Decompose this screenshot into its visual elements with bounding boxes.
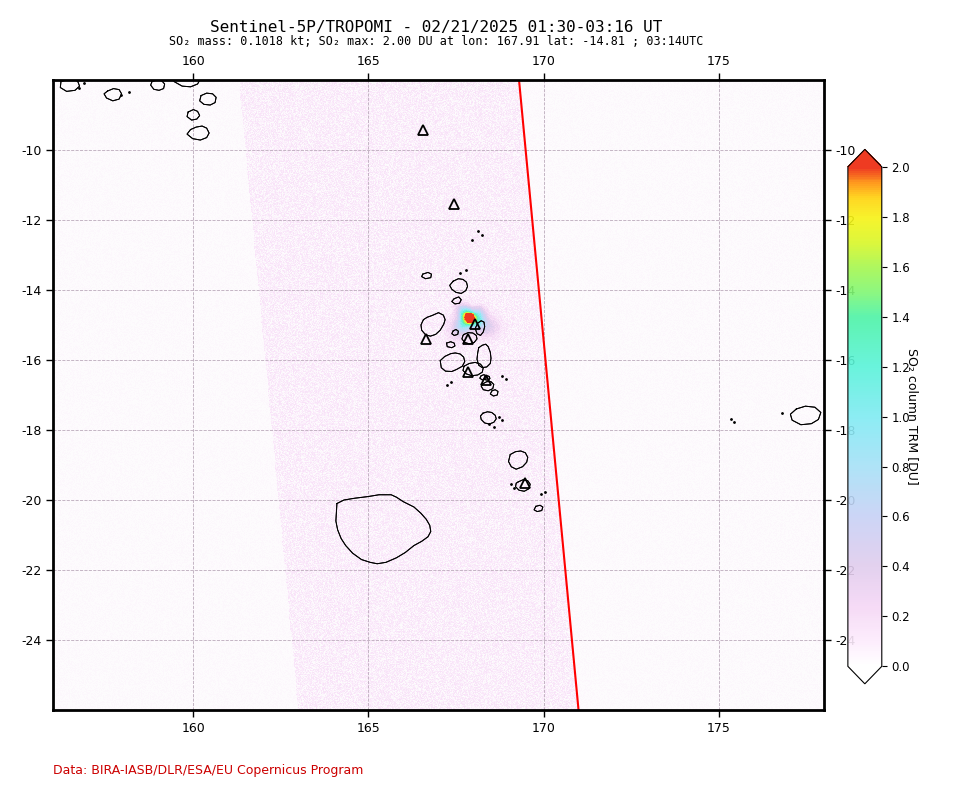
Text: Sentinel-5P/TROPOMI - 02/21/2025 01:30-03:16 UT: Sentinel-5P/TROPOMI - 02/21/2025 01:30-0…: [210, 20, 662, 35]
Y-axis label: SO₂ column TRM [DU]: SO₂ column TRM [DU]: [906, 348, 919, 485]
Text: Data: BIRA-IASB/DLR/ESA/EU Copernicus Program: Data: BIRA-IASB/DLR/ESA/EU Copernicus Pr…: [53, 763, 363, 777]
PathPatch shape: [848, 149, 882, 167]
Text: SO₂ mass: 0.1018 kt; SO₂ max: 2.00 DU at lon: 167.91 lat: -14.81 ; 03:14UTC: SO₂ mass: 0.1018 kt; SO₂ max: 2.00 DU at…: [169, 35, 703, 49]
PathPatch shape: [848, 667, 882, 684]
